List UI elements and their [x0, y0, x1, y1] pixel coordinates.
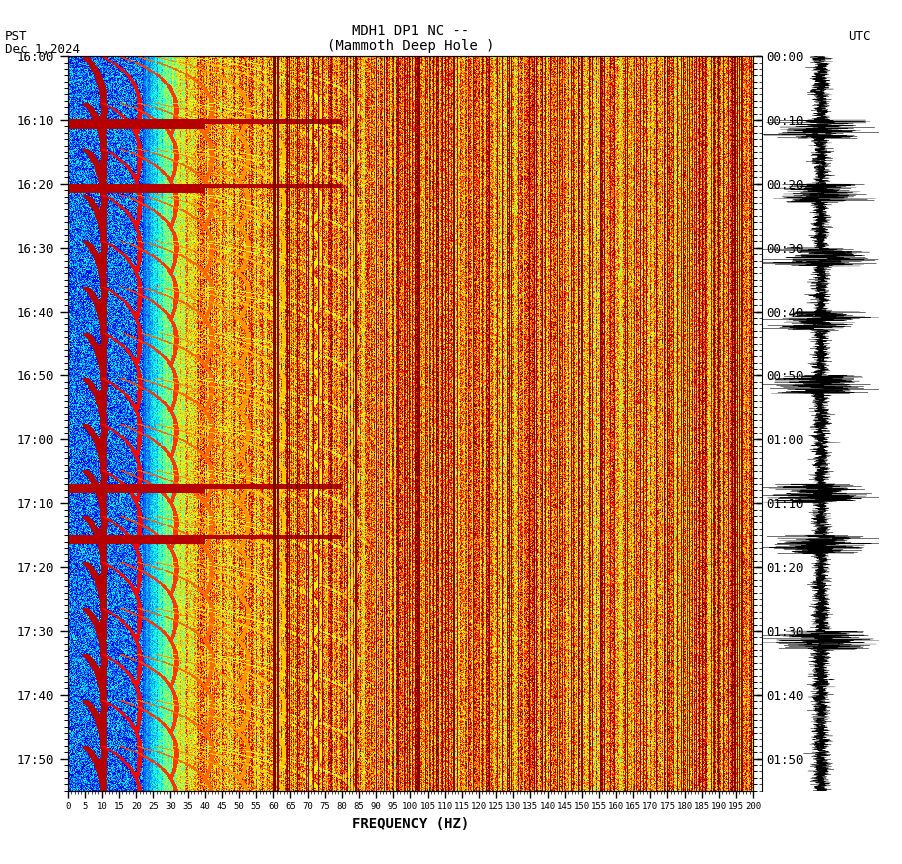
Text: Dec 1,2024: Dec 1,2024	[5, 43, 79, 56]
Text: PST: PST	[5, 30, 27, 43]
Text: UTC: UTC	[848, 30, 870, 43]
Text: MDH1 DP1 NC --: MDH1 DP1 NC --	[352, 24, 469, 38]
X-axis label: FREQUENCY (HZ): FREQUENCY (HZ)	[352, 817, 469, 831]
Text: (Mammoth Deep Hole ): (Mammoth Deep Hole )	[327, 39, 494, 53]
